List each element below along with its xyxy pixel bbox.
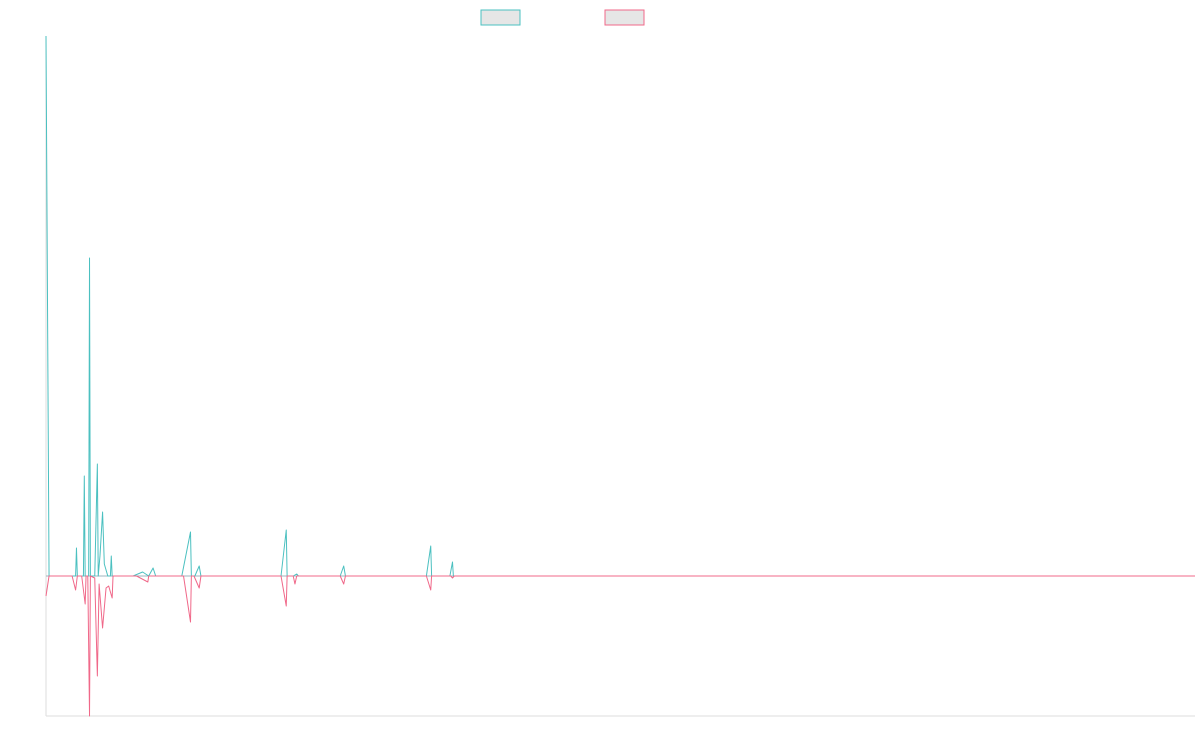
legend-swatch-1[interactable]: [480, 9, 521, 26]
legend: [480, 9, 645, 26]
series-line-1: [45, 35, 1195, 577]
plot-area: [45, 35, 1195, 717]
series-layer: [45, 35, 1195, 717]
legend-swatch-2[interactable]: [604, 9, 645, 26]
series-line-2: [45, 575, 1195, 717]
